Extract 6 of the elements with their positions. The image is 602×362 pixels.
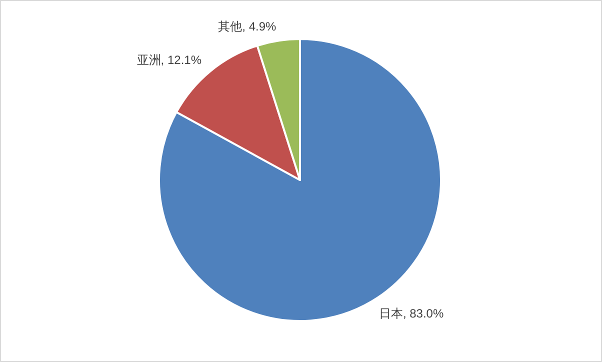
slice-label: 亚洲 [136,53,161,68]
data-label: , 12.1% [160,53,202,68]
slice-label: 其他 [218,20,242,34]
data-label: , 4.9% [242,20,277,34]
slice-label: 日本 [378,306,403,320]
data-label: , 83.0% [402,306,444,320]
